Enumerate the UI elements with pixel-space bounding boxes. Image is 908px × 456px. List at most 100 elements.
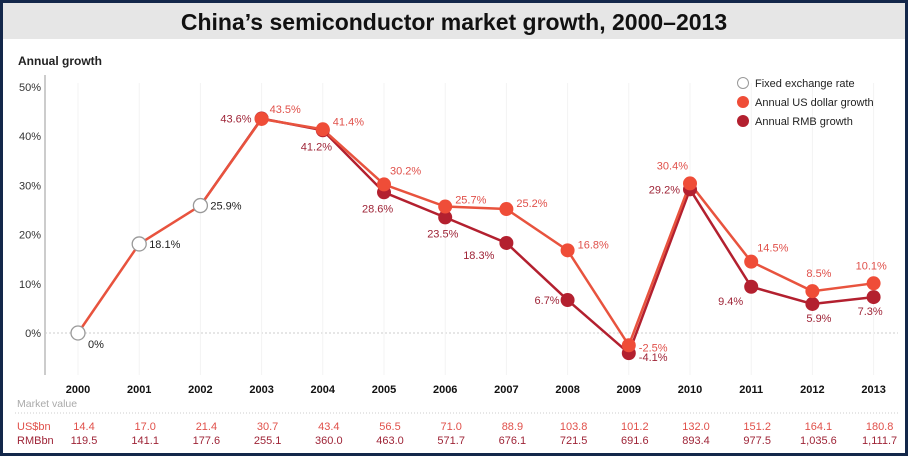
line-chart: Annual growth 50% 40% 30% 20% 10% 0% 2000 2001 20…: [15, 54, 898, 447]
usd-data-label: 8.5%: [806, 268, 831, 280]
y-tick-label: 30%: [19, 180, 41, 192]
rmb-data-label: 43.6%: [220, 113, 251, 125]
fixed-rate-point: [192, 197, 209, 214]
table-cell: 119.5: [71, 435, 98, 447]
table-cell: 103.8: [560, 421, 588, 433]
table-cell: 893.4: [682, 435, 710, 447]
rmb-data-label: -4.1%: [639, 352, 668, 364]
y-tick-label: 0%: [25, 328, 41, 340]
usd-point: [621, 338, 636, 353]
x-tick-label: 2001: [127, 384, 151, 396]
rmb-point: [866, 290, 881, 305]
table-cell: 1,111.7: [862, 435, 897, 447]
legend-usd-marker: [737, 96, 749, 108]
x-tick-label: 2006: [433, 384, 457, 396]
usd-data-label: 16.8%: [578, 239, 609, 251]
table-cell: 177.6: [193, 435, 221, 447]
y-tick-label: 20%: [19, 230, 41, 242]
table-cell: 164.1: [805, 421, 833, 433]
rmb-point: [438, 210, 453, 225]
table-cell: 141.1: [131, 435, 159, 447]
chart-title: China’s semiconductor market growth, 200…: [3, 3, 905, 39]
x-tick-label: 2010: [678, 384, 702, 396]
table-cell: 101.2: [621, 421, 649, 433]
table-cell: 21.4: [196, 421, 217, 433]
table-cell: 14.4: [73, 421, 94, 433]
y-tick-label: 10%: [19, 279, 41, 291]
x-tick-label: 2008: [555, 384, 579, 396]
usd-data-label: 10.1%: [856, 260, 887, 272]
usd-point: [560, 243, 575, 258]
legend-fixed-rate-marker: [737, 77, 749, 89]
table-cell: 676.1: [499, 435, 527, 447]
rmb-point: [560, 293, 575, 308]
table-row-label: US$bn: [17, 421, 51, 433]
usd-point: [866, 276, 881, 291]
usd-point: [315, 122, 330, 137]
table-cell: 360.0: [315, 435, 343, 447]
usd-growth-line: [199, 117, 874, 349]
fixed-rate-data-label: 25.9%: [210, 201, 241, 213]
table-cell: 691.6: [621, 435, 649, 447]
fixed-rate-point: [131, 236, 147, 252]
rmb-data-label: 41.2%: [301, 141, 332, 153]
usd-data-label: 14.5%: [757, 243, 788, 255]
x-tick-label: 2002: [188, 384, 212, 396]
fixed-rate-data-label: 0%: [88, 339, 104, 351]
usd-point: [744, 254, 759, 269]
rmb-data-label: 6.7%: [535, 295, 560, 307]
rmb-data-label: 5.9%: [806, 313, 831, 325]
table-cell: 43.4: [318, 421, 339, 433]
table-cell: 463.0: [376, 435, 404, 447]
table-row-label: RMBbn: [17, 435, 54, 447]
usd-point: [438, 199, 453, 214]
usd-data-label: 30.2%: [390, 165, 421, 177]
usd-point: [683, 176, 697, 191]
table-cell: 255.1: [254, 435, 282, 447]
rmb-data-label: 29.2%: [649, 184, 680, 196]
rmb-data-label: 9.4%: [718, 296, 743, 308]
rmb-point: [744, 279, 759, 294]
y-axis-label: Annual growth: [18, 54, 102, 68]
table-cell: 56.5: [379, 421, 400, 433]
usd-point: [254, 111, 269, 126]
usd-point: [377, 177, 391, 192]
usd-data-label: 41.4%: [333, 116, 364, 128]
x-tick-label: 2007: [494, 384, 518, 396]
market-value-label: Market value: [17, 398, 77, 410]
table-cell: 30.7: [257, 421, 278, 433]
rmb-growth-line: [199, 117, 874, 356]
x-tick-label: 2011: [739, 384, 763, 396]
table-cell: 977.5: [743, 435, 771, 447]
fixed-rate-data-label: 18.1%: [149, 239, 180, 251]
table-cell: 71.0: [440, 421, 461, 433]
y-tick-label: 40%: [19, 131, 41, 143]
usd-data-label: 25.2%: [516, 198, 547, 210]
rmb-data-label: 7.3%: [858, 306, 883, 318]
usd-data-label: 25.7%: [455, 195, 486, 207]
x-tick-label: 2000: [66, 384, 90, 396]
rmb-data-label: 18.3%: [463, 250, 494, 262]
usd-data-label: 30.4%: [657, 160, 688, 172]
usd-point: [805, 284, 820, 299]
x-tick-label: 2009: [617, 384, 641, 396]
table-cell: 88.9: [502, 421, 523, 433]
rmb-point: [499, 235, 514, 250]
legend-rmb-label: Annual RMB growth: [755, 116, 853, 128]
rmb-data-label: 28.6%: [362, 203, 393, 215]
table-cell: 151.2: [743, 421, 771, 433]
x-tick-label: 2012: [800, 384, 824, 396]
legend-usd-label: Annual US dollar growth: [755, 97, 874, 109]
x-tick-label: 2003: [249, 384, 273, 396]
fixed-rate-point: [70, 325, 86, 341]
table-cell: 132.0: [682, 421, 710, 433]
y-tick-label: 50%: [19, 82, 41, 94]
rmb-data-label: 23.5%: [427, 228, 458, 240]
rmb-point: [805, 296, 820, 311]
x-tick-label: 2004: [311, 384, 336, 396]
table-cell: 721.5: [560, 435, 588, 447]
x-tick-label: 2013: [861, 384, 885, 396]
usd-data-label: -2.5%: [639, 342, 668, 354]
table-cell: 571.7: [437, 435, 465, 447]
